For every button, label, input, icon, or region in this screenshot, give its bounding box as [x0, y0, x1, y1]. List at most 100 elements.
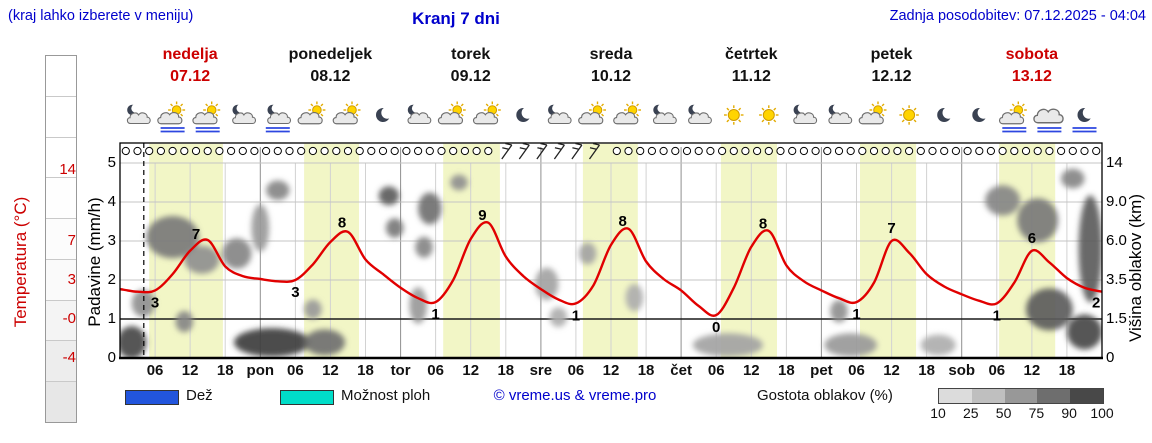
- temperature-scale-cell: [46, 56, 76, 96]
- x-tick: 06: [988, 362, 1006, 379]
- moon-icon: [937, 106, 955, 122]
- cloud-cover-symbols: [121, 146, 1101, 156]
- cloud-density-scale: [938, 388, 1104, 404]
- x-tick: 12: [322, 362, 339, 379]
- rain-legend-swatch: [125, 390, 179, 405]
- day-date: 09.12: [450, 68, 491, 85]
- cloud-height-tick: 6.0: [1106, 232, 1127, 249]
- temperature-tick: 3: [67, 271, 76, 288]
- svg-text:1: 1: [852, 306, 860, 323]
- fog-lines-icon: [265, 127, 290, 133]
- svg-text:7: 7: [887, 220, 895, 237]
- x-tick: 18: [918, 362, 935, 379]
- day-date: 10.12: [590, 68, 632, 85]
- density-tick: 90: [1061, 405, 1077, 421]
- cloud-height-tick: 9.0: [1106, 193, 1127, 210]
- density-tick: 100: [1090, 405, 1114, 421]
- cloud-height-tick: 1.5: [1106, 310, 1127, 327]
- x-tick: 18: [216, 362, 234, 379]
- location-hint: (kraj lahko izberete v meniju): [8, 8, 194, 24]
- temperature-tick: 14: [59, 161, 76, 178]
- daylight-bands: [149, 143, 1056, 358]
- sun-cloud-icon: [998, 101, 1027, 133]
- day-name-četrtek: četrtek: [725, 46, 778, 63]
- moon-icon: [972, 106, 990, 122]
- temperature-scale-cell: [46, 299, 76, 341]
- precipitation-tick: 5: [107, 154, 116, 171]
- svg-text:8: 8: [338, 214, 346, 231]
- x-tick: tor: [390, 362, 411, 379]
- temperature-scale-cell: [46, 136, 76, 178]
- x-tick: 06: [848, 362, 865, 379]
- moon-cloud-icon: [126, 103, 151, 125]
- x-tick: 06: [427, 362, 444, 379]
- moon-cloud-icon: [688, 103, 712, 125]
- moon-cloud-icon: [652, 103, 677, 125]
- cloud-height-tick: 3.5: [1106, 271, 1127, 288]
- day-name-ponedeljek: ponedeljek: [288, 46, 373, 63]
- fog-lines-icon: [1072, 127, 1097, 133]
- density-scale-cell: [1004, 389, 1038, 403]
- temperature-scale-cell: [46, 258, 76, 300]
- density-tick: 10: [930, 405, 946, 421]
- sun-cloud-icon: [192, 101, 221, 133]
- x-tick: 12: [1023, 362, 1041, 379]
- day-name-petek: petek: [870, 46, 913, 63]
- x-tick: 18: [357, 362, 374, 379]
- last-update-label: Zadnja posodobitev: 07.12.2025 - 04:04: [889, 8, 1146, 24]
- temperature-tick: -0: [62, 310, 76, 327]
- cloud-density-shading: [120, 168, 1102, 358]
- day-name-sobota: sobota: [1005, 46, 1059, 63]
- x-tick: 06: [146, 362, 164, 379]
- moon-icon: [376, 106, 394, 122]
- fog-lines-icon: [195, 127, 220, 133]
- wind-barbs: [501, 142, 601, 160]
- x-tick: 06: [707, 362, 725, 379]
- sun-icon: [759, 105, 779, 125]
- precipitation-tick: 1: [107, 310, 116, 327]
- moon-icon: [516, 106, 534, 122]
- fog-lines-icon: [1002, 127, 1027, 133]
- sun-cloud-icon: [437, 101, 466, 125]
- day-name-sreda: sreda: [589, 46, 633, 63]
- temperature-scale-strip: [45, 55, 77, 423]
- svg-text:3: 3: [151, 294, 159, 311]
- fog-lines-icon: [1037, 127, 1062, 133]
- cloud-height-tick: 14: [1106, 154, 1123, 171]
- x-tick: 12: [742, 362, 760, 379]
- cloud-density-legend-label: Gostota oblakov (%): [757, 387, 893, 404]
- x-tick: 12: [462, 362, 480, 379]
- x-tick: 12: [602, 362, 620, 379]
- sun-cloud-icon: [858, 101, 887, 125]
- temperature-scale-cell: [46, 340, 76, 382]
- fog-lines-icon: [160, 127, 185, 133]
- moon-cloud-icon: [793, 103, 818, 125]
- sun-cloud-icon: [578, 101, 606, 125]
- svg-text:9: 9: [478, 207, 486, 224]
- sun-cloud-icon: [613, 101, 641, 125]
- page-title: Kranj 7 dni: [412, 9, 500, 28]
- copyright-link[interactable]: © vreme.us & vreme.pro: [493, 387, 657, 404]
- day-name-torek: torek: [451, 46, 491, 63]
- day-date: 13.12: [1011, 68, 1052, 85]
- temperature-scale-cell: [46, 381, 76, 423]
- svg-text:1: 1: [993, 307, 1001, 324]
- grid-lines: [120, 147, 1102, 358]
- precipitation-tick: 3: [107, 232, 116, 249]
- precipitation-tick: 0: [107, 349, 116, 366]
- temperature-tick: 7: [67, 232, 76, 249]
- moon-cloud-icon: [407, 103, 432, 125]
- density-tick: 75: [1028, 405, 1045, 421]
- precipitation-tick: 2: [107, 271, 116, 288]
- temperature-scale-cell: [46, 218, 76, 259]
- temperature-scale-cell: [46, 177, 76, 219]
- rain-legend-label: Dež: [186, 387, 213, 404]
- moon-icon: [1072, 106, 1097, 133]
- x-tick: 18: [497, 362, 515, 379]
- showers-legend-swatch: [280, 390, 334, 405]
- svg-text:8: 8: [759, 215, 767, 232]
- x-tick: 12: [181, 362, 199, 379]
- x-tick: 06: [287, 362, 304, 379]
